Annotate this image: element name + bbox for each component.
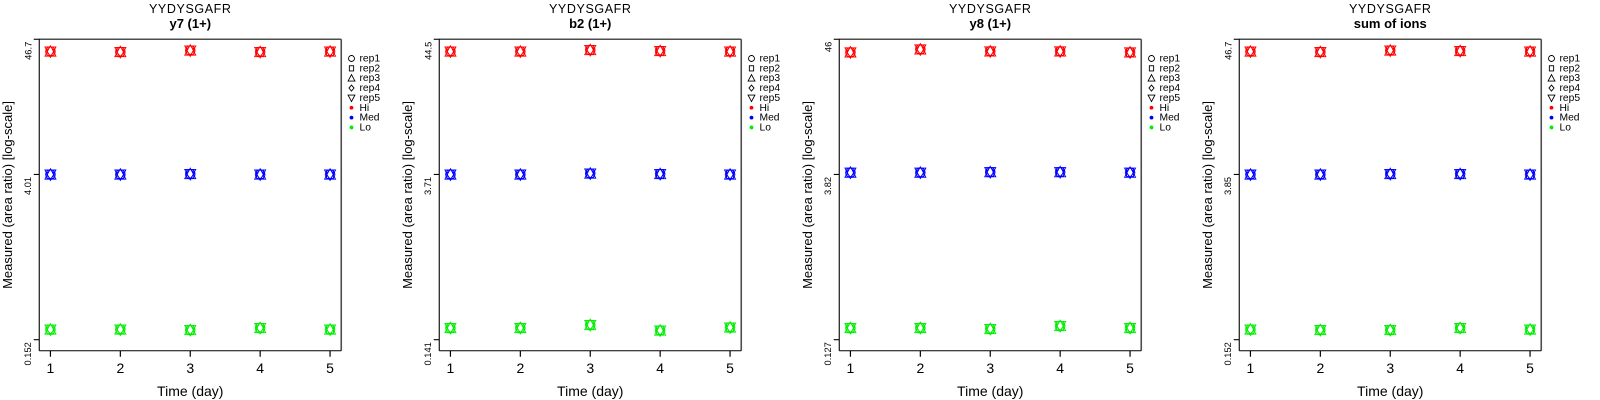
svg-text:4: 4	[656, 360, 664, 376]
svg-text:5: 5	[326, 360, 334, 376]
svg-text:YYDYSGAFR: YYDYSGAFR	[549, 2, 632, 16]
svg-text:2: 2	[116, 360, 124, 376]
svg-text:Time (day): Time (day)	[1357, 383, 1423, 399]
svg-text:3: 3	[986, 360, 994, 376]
svg-text:3.71: 3.71	[423, 177, 433, 195]
svg-text:44.5: 44.5	[423, 42, 433, 60]
svg-text:5: 5	[1526, 360, 1534, 376]
svg-text:y8 (1+): y8 (1+)	[969, 16, 1011, 31]
svg-text:Measured (area ratio) [log-sca: Measured (area ratio) [log-scale]	[400, 101, 415, 289]
svg-text:Lo: Lo	[1560, 122, 1572, 133]
svg-text:46.7: 46.7	[23, 42, 33, 60]
svg-text:0.152: 0.152	[1223, 342, 1233, 365]
svg-text:5: 5	[726, 360, 734, 376]
svg-text:46: 46	[823, 42, 833, 52]
svg-text:b2 (1+): b2 (1+)	[569, 16, 611, 31]
svg-text:3: 3	[186, 360, 194, 376]
svg-text:sum of ions: sum of ions	[1354, 16, 1427, 31]
svg-text:1: 1	[47, 360, 55, 376]
svg-text:4.01: 4.01	[23, 177, 33, 195]
svg-text:46.7: 46.7	[1223, 42, 1233, 60]
svg-text:0.152: 0.152	[23, 342, 33, 365]
svg-text:Measured (area ratio) [log-sca: Measured (area ratio) [log-scale]	[0, 101, 15, 289]
svg-text:Time (day): Time (day)	[957, 383, 1023, 399]
svg-text:YYDYSGAFR: YYDYSGAFR	[1349, 2, 1432, 16]
svg-text:4: 4	[1056, 360, 1064, 376]
svg-text:1: 1	[847, 360, 855, 376]
svg-text:0.141: 0.141	[423, 342, 433, 365]
svg-text:YYDYSGAFR: YYDYSGAFR	[149, 2, 232, 16]
svg-text:Measured (area ratio) [log-sca: Measured (area ratio) [log-scale]	[800, 101, 815, 289]
svg-text:2: 2	[516, 360, 524, 376]
svg-text:4: 4	[1456, 360, 1464, 376]
svg-text:0.127: 0.127	[823, 342, 833, 365]
svg-text:Lo: Lo	[760, 122, 772, 133]
svg-text:2: 2	[1316, 360, 1324, 376]
svg-text:3.85: 3.85	[1223, 177, 1233, 195]
svg-text:Lo: Lo	[360, 122, 372, 133]
svg-text:4: 4	[256, 360, 264, 376]
svg-text:5: 5	[1126, 360, 1134, 376]
svg-text:1: 1	[1247, 360, 1255, 376]
svg-text:YYDYSGAFR: YYDYSGAFR	[949, 2, 1032, 16]
svg-text:3: 3	[586, 360, 594, 376]
svg-text:1: 1	[447, 360, 455, 376]
svg-text:Time (day): Time (day)	[157, 383, 223, 399]
svg-text:Time (day): Time (day)	[557, 383, 623, 399]
svg-text:y7 (1+): y7 (1+)	[169, 16, 211, 31]
svg-text:3: 3	[1386, 360, 1394, 376]
svg-text:Measured (area ratio) [log-sca: Measured (area ratio) [log-scale]	[1200, 101, 1215, 289]
svg-text:2: 2	[916, 360, 924, 376]
svg-text:3.82: 3.82	[823, 177, 833, 195]
svg-text:Lo: Lo	[1160, 122, 1172, 133]
